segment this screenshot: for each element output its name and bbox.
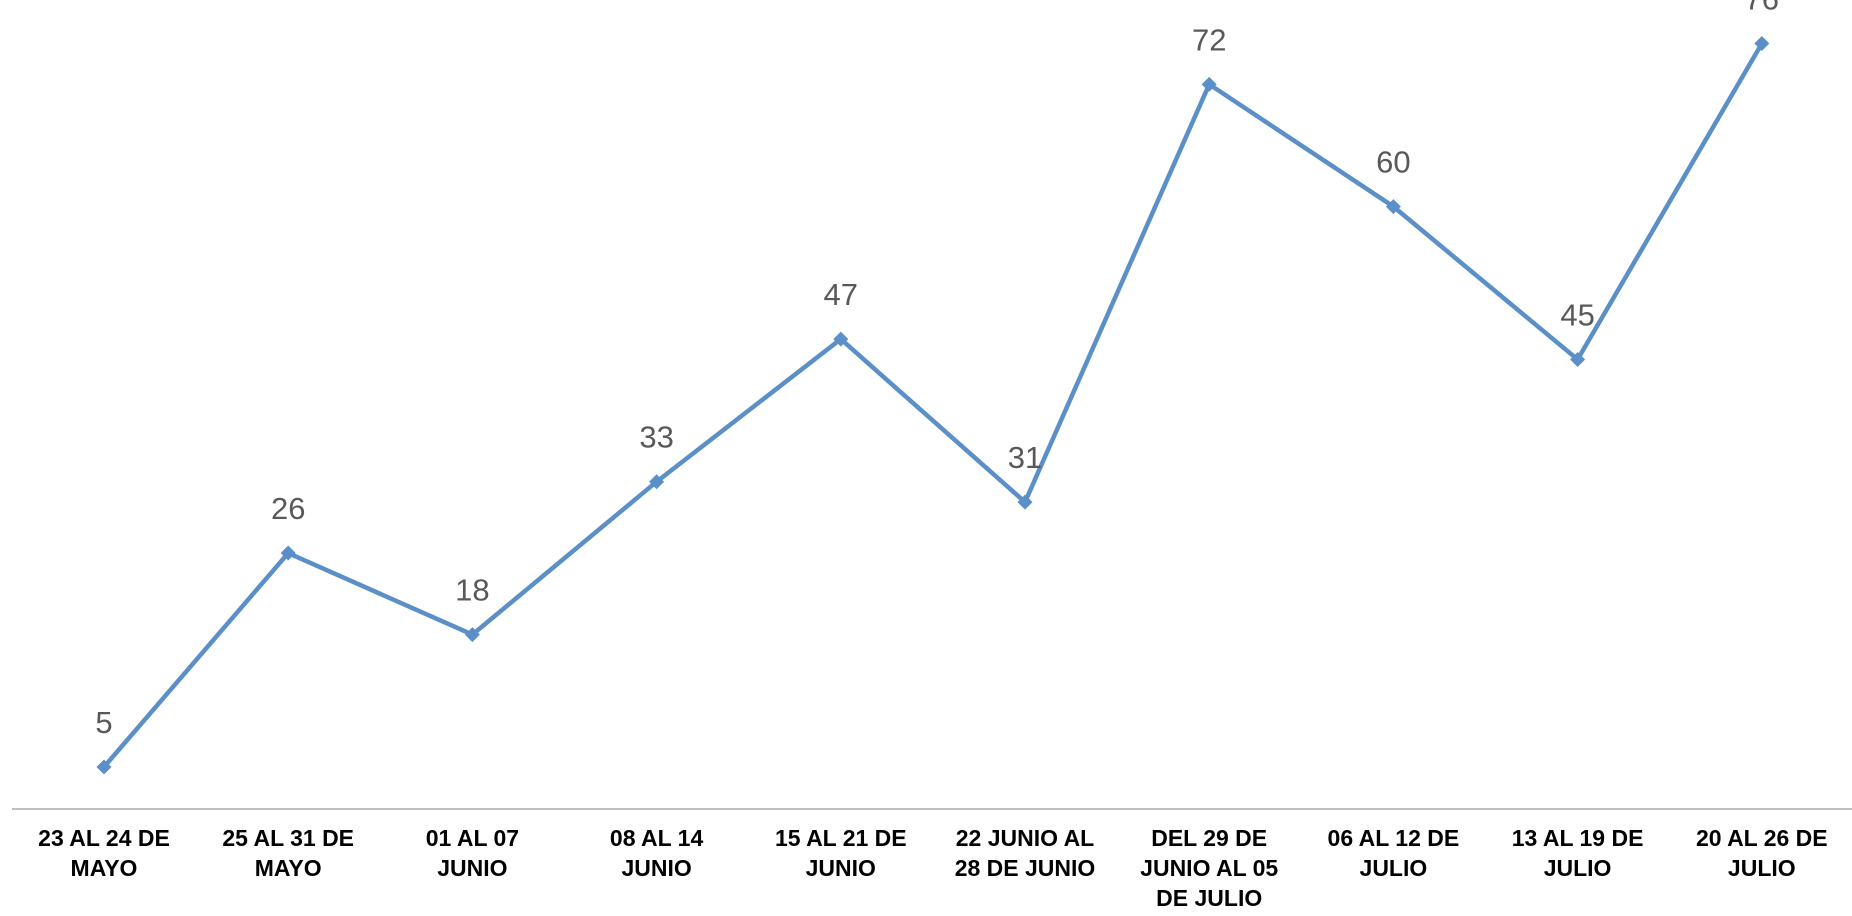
- x-tick-label-line: 28 DE JUNIO: [955, 855, 1096, 881]
- data-point-marker: [1754, 36, 1770, 52]
- data-label: 18: [455, 573, 489, 608]
- x-tick-label-line: JULIO: [1728, 855, 1796, 881]
- x-tick-label-line: DE JULIO: [1156, 885, 1262, 911]
- x-tick-label-line: MAYO: [71, 855, 138, 881]
- x-tick-label-layer: 23 AL 24 DE MAYO 25 AL 31 DE MAYO 01 AL 07 JU…: [38, 825, 1827, 911]
- data-point-marker: [1017, 494, 1033, 510]
- data-point-marker: [833, 331, 849, 347]
- data-label: 26: [271, 491, 305, 526]
- data-label: 76: [1745, 0, 1779, 17]
- x-tick-label-line: JUNIO AL 05: [1140, 855, 1278, 881]
- data-point-marker: [1201, 76, 1217, 92]
- x-tick-label-line: JULIO: [1544, 855, 1612, 881]
- x-tick-label-line: JUNIO: [437, 855, 507, 881]
- marker-layer: [96, 36, 1770, 775]
- series-layer: [102, 42, 1764, 769]
- data-label: 31: [1008, 440, 1042, 475]
- x-tick-label-line: MAYO: [255, 855, 322, 881]
- data-label: 60: [1376, 145, 1410, 180]
- data-point-marker: [1570, 351, 1586, 367]
- x-tick-label-line: 23 AL 24 DE: [38, 825, 170, 851]
- data-label-layer: 5 26 18 33 47 31 72 60 45 76: [95, 0, 1779, 740]
- x-tick-label-line: 15 AL 21 DE: [775, 825, 907, 851]
- x-tick-label: 08 AL 14 JUNIO: [610, 825, 704, 881]
- x-tick-label-line: JUNIO: [806, 855, 876, 881]
- x-tick-label-line: DEL 29 DE: [1151, 825, 1267, 851]
- data-point-marker: [96, 759, 112, 775]
- x-tick-label: DEL 29 DE JUNIO AL 05 DE JULIO: [1140, 825, 1278, 911]
- data-label: 72: [1192, 22, 1226, 57]
- data-label: 47: [824, 277, 858, 312]
- x-tick-label: 20 AL 26 DE JULIO: [1696, 825, 1828, 881]
- x-tick-label-line: 06 AL 12 DE: [1328, 825, 1460, 851]
- x-tick-label: 22 JUNIO AL 28 DE JUNIO: [955, 825, 1096, 881]
- x-tick-label-line: 20 AL 26 DE: [1696, 825, 1828, 851]
- x-tick-label-line: JULIO: [1360, 855, 1428, 881]
- data-label: 33: [639, 420, 673, 455]
- x-tick-label: 23 AL 24 DE MAYO: [38, 825, 170, 881]
- x-tick-label-line: 22 JUNIO AL: [956, 825, 1094, 851]
- x-tick-label: 15 AL 21 DE JUNIO: [775, 825, 907, 881]
- x-tick-label-line: 13 AL 19 DE: [1512, 825, 1644, 851]
- x-tick-label: 01 AL 07 JUNIO: [426, 825, 519, 881]
- x-tick-label-line: 01 AL 07: [426, 825, 519, 851]
- x-tick-label-line: JUNIO: [621, 855, 691, 881]
- x-tick-label: 13 AL 19 DE JULIO: [1512, 825, 1644, 881]
- x-tick-label-line: 08 AL 14: [610, 825, 704, 851]
- series-line: [102, 42, 1764, 769]
- x-tick-label: 06 AL 12 DE JULIO: [1328, 825, 1460, 881]
- data-point-marker: [1385, 199, 1401, 215]
- data-point-marker: [280, 545, 296, 561]
- data-label: 45: [1560, 297, 1594, 332]
- x-tick-label-line: 25 AL 31 DE: [222, 825, 354, 851]
- data-point-marker: [649, 474, 665, 490]
- data-label: 5: [95, 705, 112, 740]
- data-point-marker: [464, 627, 480, 643]
- x-tick-label: 25 AL 31 DE MAYO: [222, 825, 354, 881]
